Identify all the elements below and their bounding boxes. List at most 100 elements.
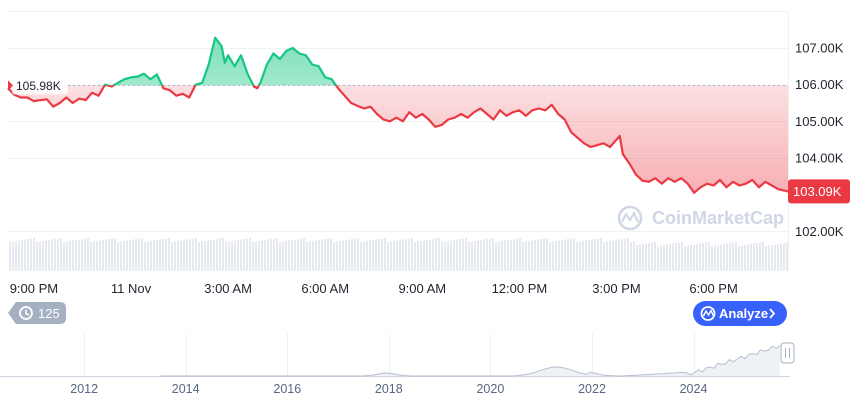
volume-bar bbox=[135, 239, 137, 270]
volume-bar bbox=[297, 239, 299, 270]
volume-bar bbox=[492, 238, 494, 270]
volume-bar bbox=[87, 238, 89, 270]
volume-bar bbox=[327, 238, 329, 270]
volume-bar bbox=[630, 242, 632, 270]
range-navigator[interactable]: 2012 2014 2016 2018 2020 2022 2024 bbox=[0, 333, 795, 396]
x-tick-label: 9:00 PM bbox=[10, 281, 58, 296]
volume-bar bbox=[540, 239, 542, 270]
volume-bar bbox=[594, 239, 596, 270]
x-tick-label: 3:00 PM bbox=[592, 281, 640, 296]
volume-bar bbox=[246, 238, 248, 270]
volume-bar bbox=[360, 242, 362, 270]
volume-bar bbox=[432, 239, 434, 270]
volume-bar bbox=[168, 238, 170, 270]
y-tick-label: 104.00K bbox=[795, 151, 844, 166]
volume-bar bbox=[336, 241, 338, 270]
history-button[interactable]: 125 bbox=[8, 302, 66, 324]
volume-bar bbox=[750, 244, 752, 270]
volume-bar bbox=[171, 242, 173, 270]
navigator-year-label: 2012 bbox=[70, 382, 98, 396]
navigator-year-label: 2024 bbox=[680, 382, 708, 396]
volume-bar bbox=[462, 238, 464, 270]
volume-bar bbox=[213, 239, 215, 270]
x-tick-label: 12:00 PM bbox=[492, 281, 548, 296]
volume-bar bbox=[177, 241, 179, 270]
volume-bar bbox=[93, 241, 95, 270]
volume-bar bbox=[90, 242, 92, 270]
volume-bar bbox=[714, 245, 716, 270]
volume-bar bbox=[495, 242, 497, 270]
volume-bar bbox=[381, 238, 383, 270]
volume-bar bbox=[318, 240, 320, 270]
volume-bar bbox=[642, 244, 644, 270]
volume-bar bbox=[48, 240, 50, 270]
volume-bar bbox=[507, 240, 509, 270]
volume-bar bbox=[102, 240, 104, 270]
volume-bar bbox=[621, 239, 623, 270]
volume-bar bbox=[201, 241, 203, 270]
volume-bar bbox=[204, 241, 206, 270]
volume-bar bbox=[144, 242, 146, 270]
volume-bar bbox=[699, 243, 701, 270]
volume-bar bbox=[702, 243, 704, 270]
drag-handle-icon[interactable] bbox=[780, 342, 795, 364]
volume-bar bbox=[597, 238, 599, 270]
volume-bar bbox=[252, 242, 254, 270]
volume-bar bbox=[366, 241, 368, 270]
volume-bar bbox=[84, 238, 86, 270]
volume-bar bbox=[765, 246, 767, 270]
volume-bar bbox=[612, 240, 614, 270]
svg-text:103.09K: 103.09K bbox=[793, 184, 842, 199]
volume-bar bbox=[627, 238, 629, 270]
volume-bar bbox=[210, 240, 212, 270]
volume-bar bbox=[120, 241, 122, 270]
analyze-button[interactable]: Analyze bbox=[693, 301, 787, 326]
volume-bar bbox=[315, 240, 317, 270]
volume-bar bbox=[423, 240, 425, 270]
volume-bar bbox=[504, 240, 506, 270]
volume-bar bbox=[525, 241, 527, 270]
volume-bar bbox=[456, 239, 458, 270]
navigator-line bbox=[160, 345, 781, 377]
volume-bar bbox=[15, 241, 17, 270]
navigator-year-axis: 2012 2014 2016 2018 2020 2022 2024 bbox=[70, 382, 707, 396]
volume-bar bbox=[126, 240, 128, 270]
volume-bar bbox=[441, 242, 443, 270]
volume-bar bbox=[30, 238, 32, 270]
volume-bar bbox=[435, 238, 437, 270]
volume-bar bbox=[207, 240, 209, 270]
volume-bar bbox=[405, 239, 407, 270]
volume-bar bbox=[735, 242, 737, 270]
volume-bar bbox=[519, 238, 521, 270]
volume-bar bbox=[474, 241, 476, 270]
watermark-text: CoinMarketCap bbox=[652, 208, 784, 228]
volume-bar bbox=[660, 245, 662, 270]
volume-bar bbox=[672, 243, 674, 270]
volume-bar bbox=[345, 240, 347, 270]
volume-bar bbox=[174, 241, 176, 270]
volume-bar bbox=[57, 238, 59, 270]
volume-bar bbox=[552, 241, 554, 270]
volume-bar bbox=[141, 238, 143, 270]
volume-bar bbox=[279, 242, 281, 270]
volume-bar bbox=[39, 241, 41, 270]
volume-bar bbox=[384, 238, 386, 270]
volume-bar bbox=[105, 239, 107, 270]
x-axis: 9:00 PM 11 Nov 3:00 AM 6:00 AM 9:00 AM 12:00 … bbox=[10, 281, 738, 296]
volume-bar bbox=[69, 241, 71, 270]
volume-bar bbox=[723, 244, 725, 270]
volume-bar bbox=[222, 238, 224, 270]
navigator-year-label: 2022 bbox=[578, 382, 606, 396]
volume-bar bbox=[600, 238, 602, 270]
volume-bar bbox=[186, 239, 188, 270]
volume-bar bbox=[414, 242, 416, 270]
volume-bar bbox=[60, 238, 62, 270]
volume-bar bbox=[147, 241, 149, 270]
volume-bar bbox=[567, 239, 569, 270]
volume-bar bbox=[369, 240, 371, 270]
volume-bar bbox=[780, 243, 782, 270]
volume-bar bbox=[24, 239, 26, 270]
volume-bar bbox=[684, 246, 686, 270]
volume-bar bbox=[774, 244, 776, 270]
